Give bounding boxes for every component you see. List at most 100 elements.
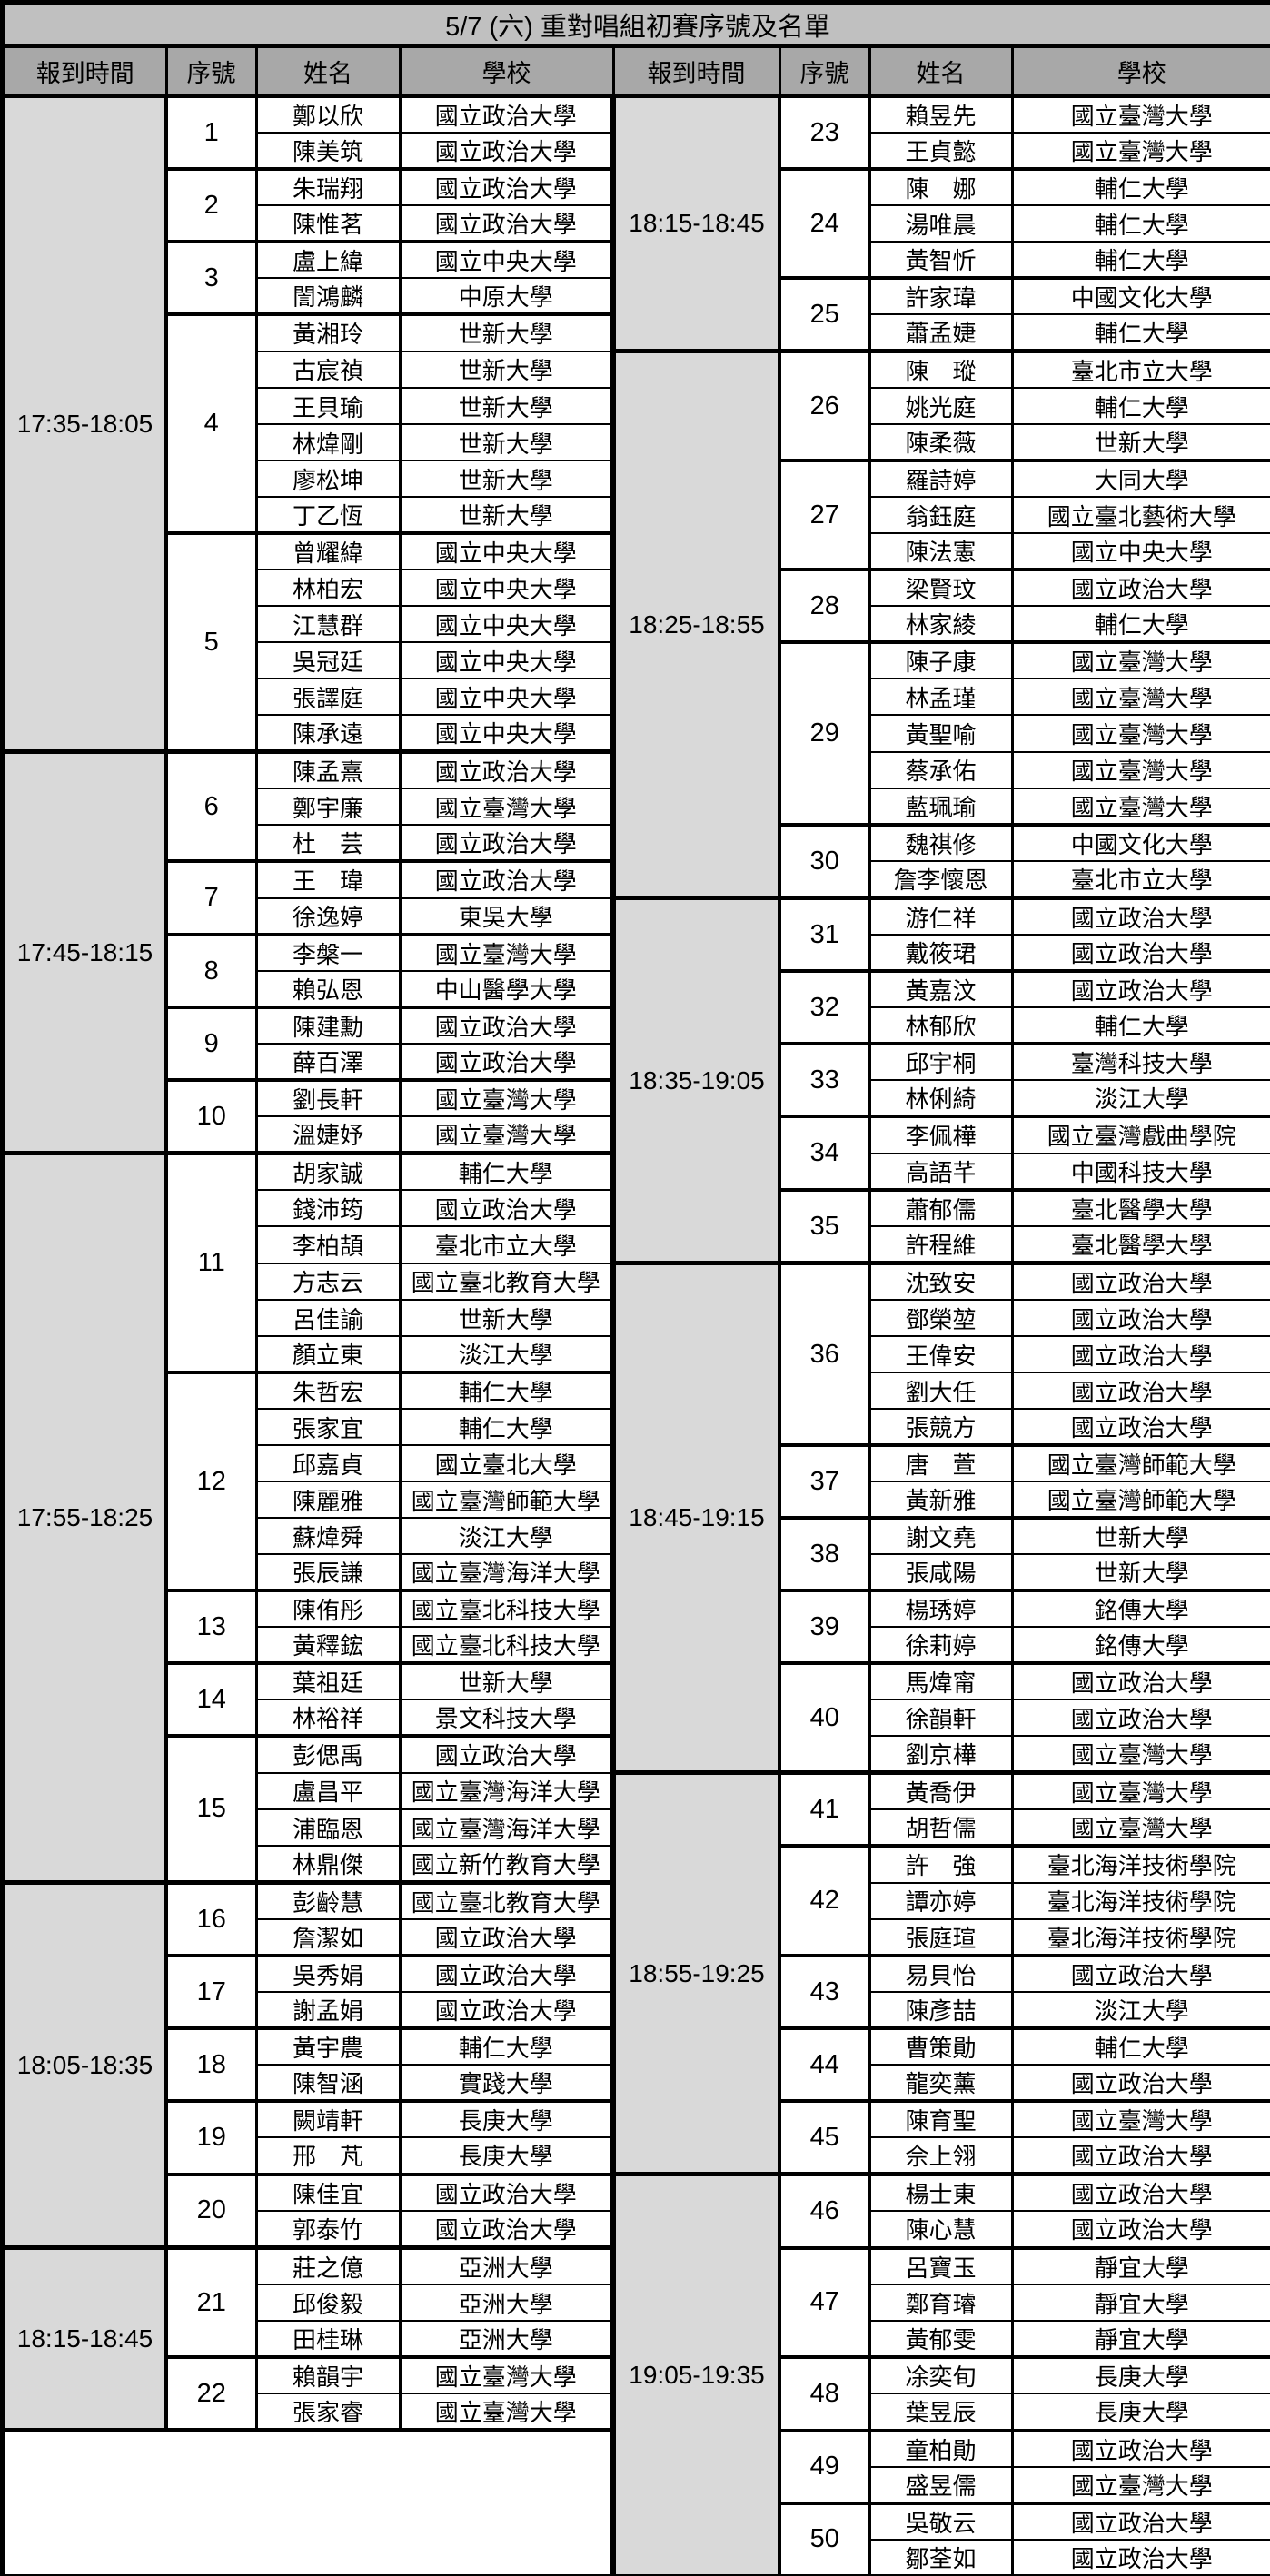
contestant-name: 鄭宇廉 [254,788,402,826]
school-name: 國立政治大學 [398,1918,615,1957]
table-row: 邱嘉貞 國立臺北大學 37 唐 萱國立臺灣師範大學 [3,1443,1270,1519]
table-row: 方志云 國立臺北教育大學 18:45-19:15 36 沈致安 國立政治大學 [3,1261,1270,1775]
table-row: 郭泰竹 國立政治大學 陳心慧 國立政治大學 [3,2210,1270,2249]
school-name: 國立政治大學 [1010,896,1270,936]
contestant-name: 楊士東 [868,2172,1014,2212]
table-row: 賴弘恩 中山醫學大學 32 黃嘉汶 國立政治大學 [3,969,1270,1045]
contestant-name: 賴弘恩 [254,970,402,1008]
school-name: 靜宜大學 [1010,2245,1270,2285]
school-name: 國立臺灣大學 [398,788,615,826]
school-name: 國立政治大學 [1010,1954,1270,1993]
school-name: 國立政治大學 [1010,2210,1270,2249]
group-number: 40 [778,1661,871,1774]
column-header: 學校 [1010,44,1270,98]
table-row: 溫婕妤 國立臺灣大學 34 李佩樺 國立臺灣戲曲學院 [3,1115,1270,1191]
group-number: 43 [778,1954,871,2029]
school-name: 國立政治大學 [398,749,615,789]
contestant-name: 黃新雅 [868,1481,1014,1519]
contestant-name: 古宸禎 [254,350,402,389]
contestant-name: 吳秀娟 [254,1954,402,1993]
school-name: 國立臺北科技大學 [398,1589,615,1628]
contestant-name: 胡家誠 [254,1151,402,1191]
table-row: 蘇煒舜 淡江大學 38 謝文堯 世新大學 [3,1516,1270,1591]
school-name: 國立臺灣大學 [398,933,615,972]
group-number: 12 [164,1371,258,1591]
table-row: 林裕祥 景文科技大學 徐韻軒 國立政治大學 [3,1699,1270,1737]
school-name: 國立臺北大學 [398,1444,615,1482]
school-name: 國立政治大學 [398,1954,615,1993]
school-name: 國立政治大學 [1010,2501,1270,2541]
contestant-name: 蕭孟婕 [868,313,1014,352]
contestant-name: 黃郁雯 [868,2320,1014,2358]
group-number: 6 [164,749,258,862]
contestant-name: 吳敬云 [868,2501,1014,2541]
contestant-name: 陳 瑽 [868,349,1014,389]
group-number: 28 [778,568,871,643]
school-name: 國立臺灣師範大學 [1010,1481,1270,1519]
contestant-name: 王貝瑜 [254,387,402,425]
contestant-name: 陳智涵 [254,2064,402,2102]
school-name: 景文科技大學 [398,1699,615,1737]
contestant-name: 林柏宏 [254,569,402,607]
table-row: 陳惟茗 國立政治大學 湯唯晨 輔仁大學 [3,204,1270,243]
school-name: 國立政治大學 [1010,1372,1270,1410]
school-name: 亞洲大學 [398,2245,615,2285]
column-header: 姓名 [254,44,402,98]
school-name: 銘傳大學 [1010,1589,1270,1628]
school-name: 中國科技大學 [1010,1152,1270,1191]
school-name: 輔仁大學 [398,1371,615,1410]
school-name: 國立政治大學 [398,859,615,899]
contestant-name: 薛百澤 [254,1043,402,1081]
contestant-name: 梁賢玟 [868,568,1014,607]
school-name: 臺北海洋技術學院 [1010,1881,1270,1920]
school-name: 國立中央大學 [398,678,615,716]
column-header: 序號 [164,44,258,98]
checkin-time: 18:05-18:35 [0,1880,168,2250]
table-row: 田桂琳 亞洲大學 黃郁雯 靜宜大學 [3,2320,1270,2358]
contestant-name: 林煒剛 [254,423,402,461]
contestant-name: 黃湘玲 [254,312,402,352]
checkin-time: 18:15-18:45 [610,94,781,353]
school-name: 國立政治大學 [1010,568,1270,607]
contestant-name: 陳彥喆 [868,1991,1014,2029]
title-row: 5/7 (六) 重對唱組初賽序號及名單 [1,0,1270,48]
school-name: 國立中央大學 [398,714,615,753]
school-name: 世新大學 [398,496,615,534]
contestant-name: 黃聖喻 [868,714,1014,753]
contestant-name: 郭泰竹 [254,2210,402,2249]
table-row: 17:35-18:05 1 鄭以欣 國立政治大學 18:15-18:45 23 賴昱先 國立臺… [0,94,1270,754]
group-number: 45 [778,2099,871,2175]
group-number: 29 [778,640,871,826]
school-name: 國立臺灣大學 [398,1115,615,1154]
school-name: 中山醫學大學 [398,970,615,1008]
table-row: 江慧群 國立中央大學 林家綾 輔仁大學 [3,605,1270,643]
table-row: 49 童柏勛 國立政治大學 [0,2428,1270,2576]
group-number: 10 [164,1078,258,1154]
school-name: 國立政治大學 [1010,2538,1270,2576]
table-row: 吳冠廷 國立中央大學 29 陳子康 國立臺灣大學 [3,640,1270,826]
school-name: 臺北市立大學 [398,1225,615,1264]
contestant-name: 彭齡慧 [254,1880,402,1920]
group-number: 30 [778,823,871,899]
school-name: 國立臺灣海洋大學 [398,1771,615,1810]
school-name: 靜宜大學 [1010,2320,1270,2358]
contestant-name: 李佩樺 [868,1115,1014,1154]
school-name: 輔仁大學 [398,1408,615,1446]
school-name: 長庚大學 [1010,2355,1270,2394]
table-row: 9 陳建勳 國立政治大學 林郁欣 輔仁大學 [3,1006,1270,1081]
school-name: 國立臺北教育大學 [398,1262,615,1301]
contestant-name: 葉昱辰 [868,2393,1014,2432]
school-name: 國立政治大學 [398,132,615,170]
contestant-name: 杜 芸 [254,824,402,862]
school-name: 世新大學 [398,460,615,498]
school-name: 國立政治大學 [1010,2428,1270,2468]
table-row: 詹潔如 國立政治大學 張庭瑄 臺北海洋技術學院 [3,1918,1270,1957]
school-name: 長庚大學 [1010,2393,1270,2432]
table-row: 誾鴻麟 中原大學 25 許家瑋 中國文化大學 [3,276,1270,352]
contestant-name: 陳心慧 [868,2210,1014,2249]
contestant-name: 江慧群 [254,605,402,643]
empty-cell [0,2428,615,2576]
group-number: 13 [164,1589,258,1664]
table-row: 陳智涵 實踐大學 龍奕薰 國立政治大學 [3,2064,1270,2102]
